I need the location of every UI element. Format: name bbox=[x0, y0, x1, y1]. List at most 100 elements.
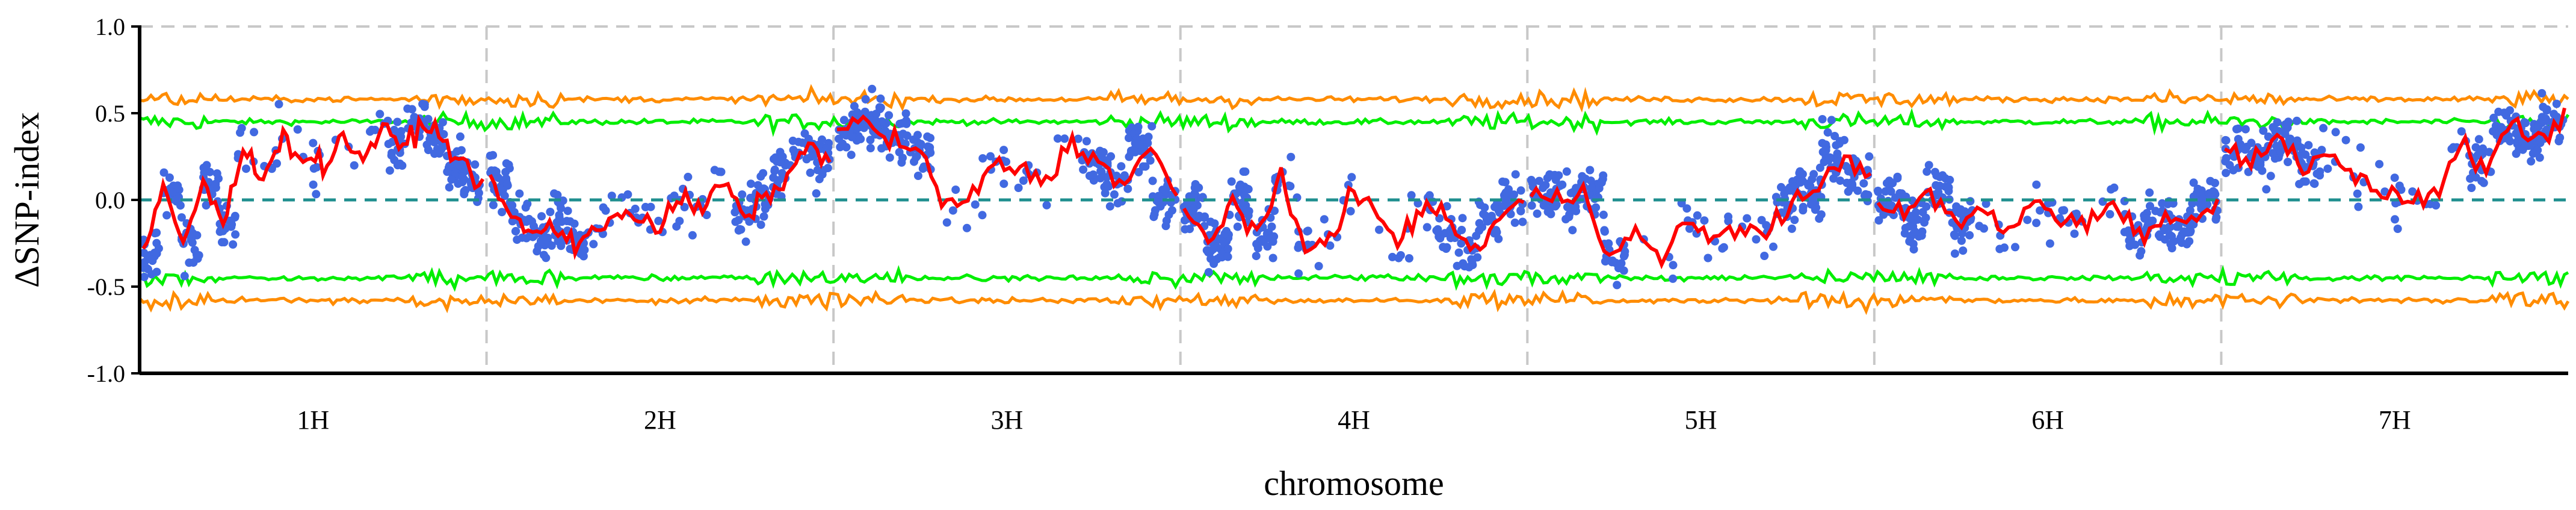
snp-point bbox=[2164, 222, 2173, 231]
snp-point bbox=[309, 138, 318, 148]
snp-point bbox=[1265, 234, 1274, 243]
snp-point bbox=[1433, 228, 1442, 237]
snp-point bbox=[2390, 173, 2399, 182]
snp-point bbox=[1188, 204, 1197, 213]
snp-point bbox=[525, 214, 534, 223]
snp-point bbox=[2380, 187, 2389, 196]
snp-point bbox=[806, 168, 815, 177]
snp-point bbox=[1923, 167, 1932, 176]
snp-point bbox=[539, 250, 548, 260]
snp-point bbox=[1154, 198, 1163, 207]
snp-point bbox=[2222, 136, 2231, 145]
snp-point bbox=[447, 175, 456, 184]
snp-point bbox=[424, 146, 433, 154]
snp-point bbox=[2023, 216, 2032, 225]
snp-point bbox=[1244, 207, 1253, 216]
snp-point bbox=[1502, 188, 1511, 197]
snp-point bbox=[1096, 167, 1105, 175]
snp-point bbox=[1608, 258, 1616, 267]
snp-point bbox=[1439, 243, 1448, 252]
snp-point bbox=[1543, 207, 1552, 216]
snp-point bbox=[2258, 166, 2267, 175]
snp-point bbox=[913, 172, 922, 180]
snp-point bbox=[1811, 205, 1820, 214]
snp-point bbox=[165, 173, 174, 182]
snp-point bbox=[948, 206, 957, 215]
snp-point bbox=[231, 230, 240, 239]
snp-point bbox=[1492, 228, 1501, 237]
snp-point bbox=[1422, 223, 1432, 232]
snp-point bbox=[511, 227, 520, 236]
snp-point bbox=[1113, 199, 1122, 208]
y-tick-label: 1.0 bbox=[95, 13, 125, 40]
y-tick-label: -1.0 bbox=[87, 360, 125, 387]
snp-point bbox=[1233, 222, 1242, 231]
snp-point bbox=[1194, 211, 1203, 220]
snp-point bbox=[1123, 184, 1132, 193]
snp-point bbox=[1125, 134, 1133, 143]
snp-point bbox=[2222, 154, 2231, 163]
snp-point bbox=[2391, 215, 2399, 224]
snp-point bbox=[1223, 252, 1232, 261]
y-tick-label: 0.0 bbox=[95, 187, 125, 214]
snp-point bbox=[1494, 234, 1503, 243]
snp-point bbox=[1724, 212, 1733, 221]
snp-point bbox=[1073, 134, 1083, 143]
snp-point bbox=[1823, 128, 1832, 137]
snp-point bbox=[1404, 254, 1413, 263]
snp-point bbox=[552, 218, 561, 227]
snp-point bbox=[807, 152, 816, 161]
snp-point bbox=[1886, 187, 1895, 196]
snp-point bbox=[1809, 170, 1818, 179]
snp-point bbox=[202, 201, 211, 210]
snp-point bbox=[654, 216, 663, 225]
sliding-window-line bbox=[836, 114, 1179, 211]
snp-point bbox=[1980, 224, 1988, 233]
snp-point bbox=[1558, 180, 1567, 189]
snp-point bbox=[536, 237, 545, 246]
snp-point bbox=[1143, 134, 1152, 143]
snp-point bbox=[188, 229, 197, 238]
snp-point bbox=[2527, 157, 2536, 166]
snp-point bbox=[734, 226, 743, 235]
snp-point bbox=[1223, 244, 1232, 253]
snp-point bbox=[812, 189, 821, 198]
snp-point bbox=[385, 166, 394, 175]
threshold-99-lower-line bbox=[138, 288, 2570, 316]
threshold-95-lower-line bbox=[138, 265, 2569, 292]
snp-point bbox=[2457, 127, 2466, 136]
snp-point bbox=[2354, 202, 2363, 211]
snp-point bbox=[2032, 180, 2041, 189]
snp-point bbox=[1561, 215, 1571, 223]
sliding-window-line bbox=[1182, 167, 1525, 255]
snp-point bbox=[2323, 164, 2332, 173]
snp-point bbox=[646, 202, 655, 211]
snp-point bbox=[152, 238, 161, 247]
snp-point bbox=[2500, 108, 2509, 117]
snp-point bbox=[1105, 202, 1114, 211]
snp-point bbox=[1981, 199, 1991, 208]
snp-point bbox=[390, 125, 399, 134]
snp-point bbox=[2485, 148, 2494, 157]
snp-point bbox=[1148, 176, 1157, 185]
snp-point bbox=[1818, 115, 1827, 123]
snp-point bbox=[2506, 137, 2515, 146]
snp-point bbox=[187, 235, 196, 244]
snp-point bbox=[1120, 171, 1129, 180]
snp-point bbox=[1268, 253, 1277, 263]
snp-point bbox=[599, 203, 608, 212]
snp-point bbox=[517, 233, 527, 242]
snp-point bbox=[168, 188, 177, 197]
snp-point bbox=[367, 125, 376, 134]
snp-point bbox=[1787, 224, 1796, 233]
snp-point bbox=[140, 249, 149, 257]
snp-point bbox=[978, 154, 987, 163]
snp-point bbox=[866, 144, 875, 152]
snp-point bbox=[236, 128, 244, 137]
snp-point bbox=[901, 109, 910, 118]
snp-point bbox=[418, 99, 427, 108]
snp-point bbox=[860, 107, 869, 116]
snp-point bbox=[730, 208, 740, 217]
snp-point bbox=[861, 95, 870, 104]
snp-point bbox=[1314, 262, 1323, 270]
